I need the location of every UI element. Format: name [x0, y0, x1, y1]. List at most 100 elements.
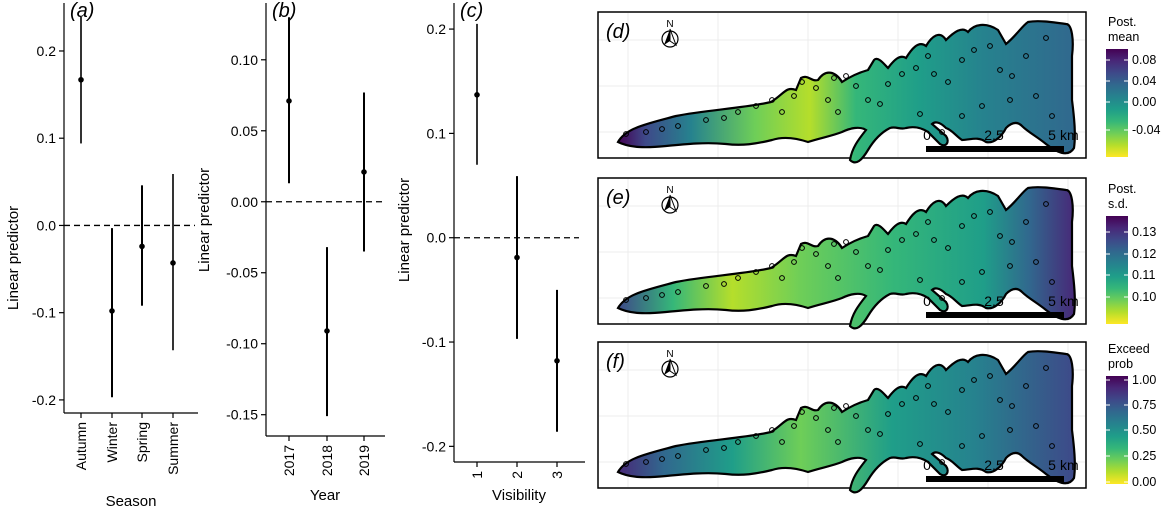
y-tick-label: 0.05 [231, 123, 258, 139]
colorbar-tick-label: 0.25 [1132, 449, 1156, 463]
y-tick-label: 0.0 [37, 217, 57, 233]
sampling-site [959, 113, 965, 119]
sampling-site [659, 126, 665, 132]
sampling-site [843, 239, 849, 245]
sampling-site [885, 81, 891, 87]
sampling-site [1033, 423, 1039, 429]
panel-b-y-label: Linear predictor [196, 168, 213, 272]
sampling-site [865, 427, 871, 433]
x-tick-label: 2017 [281, 445, 297, 476]
scalebar-label: 5 [1048, 293, 1056, 309]
sampling-site [865, 263, 871, 269]
sampling-site [1043, 201, 1049, 207]
north-arrow-icon [669, 194, 678, 213]
sampling-site [675, 453, 681, 459]
sampling-site [945, 79, 951, 85]
north-label: N [666, 185, 673, 196]
panel-d-scalebar: 0 2.5 5 km [923, 127, 1079, 152]
panel-e-sites [623, 201, 1055, 303]
legend-e-title-2: s.d. [1108, 197, 1128, 211]
scalebar-bar [926, 146, 1064, 152]
sampling-site [825, 263, 831, 269]
scalebar-label: 2.5 [984, 293, 1004, 309]
scalebar-label: 5 [1048, 457, 1056, 473]
sampling-site [779, 275, 785, 281]
x-tick-label: 2018 [319, 445, 335, 476]
sampling-site [753, 103, 759, 109]
estimate-point-2 [514, 254, 520, 261]
sampling-site [799, 245, 805, 251]
sampling-site [843, 73, 849, 79]
estimate-point-2018 [324, 328, 330, 334]
sampling-site [735, 109, 741, 115]
sampling-site [925, 53, 931, 59]
panel-e-label: (e) [606, 187, 630, 209]
y-tick-label: -0.2 [422, 438, 446, 454]
sampling-site [831, 75, 837, 81]
sampling-site [643, 129, 649, 135]
sampling-site [753, 269, 759, 275]
x-tick-label: 2 [509, 471, 525, 479]
sampling-site [791, 259, 797, 265]
colorbar-tick-label: 0.10 [1132, 290, 1156, 304]
y-tick-label: -0.10 [226, 336, 258, 352]
sampling-site [979, 269, 985, 275]
sampling-site [899, 71, 905, 77]
sampling-site [853, 83, 859, 89]
sampling-site [917, 111, 923, 117]
panel-e-map: (e) N 0 2.5 5 km [597, 177, 1087, 330]
x-tick-label: 1 [469, 471, 485, 479]
sampling-site [769, 263, 775, 269]
colorbar-tick-label: 0.12 [1132, 247, 1156, 261]
sampling-site [659, 292, 665, 298]
colorbar-tick-label: 0.08 [1132, 53, 1156, 67]
panel-a-y-label: Linear predictor [5, 206, 22, 310]
y-tick-label: 0.0 [427, 230, 447, 246]
sampling-site [1007, 427, 1013, 433]
panel-b-x-label: Year [310, 487, 340, 504]
north-label: N [666, 19, 673, 30]
sampling-site [813, 415, 819, 421]
sampling-site [877, 431, 883, 437]
legend-e-title-1: Post. [1108, 182, 1137, 196]
colorbar-tick-label: 0.00 [1132, 475, 1156, 489]
x-tick-label: 2019 [356, 445, 372, 476]
panel-c-x-label: Visibility [492, 487, 546, 504]
estimate-point-3 [554, 358, 560, 364]
sampling-site [971, 377, 977, 383]
sampling-site [813, 85, 819, 91]
legend-f: Exceed prob 1.00 0.75 0.50 0.25 0.00 [1106, 342, 1156, 489]
sampling-site [913, 65, 919, 71]
panel-a-x-ticks: Autumn Winter Spring Summer [73, 413, 181, 475]
panel-b-y-ticks: 0.10 0.05 0.00 -0.05 -0.10 -0.15 [226, 52, 266, 423]
sampling-site [735, 275, 741, 281]
sampling-site [913, 395, 919, 401]
scalebar-bar [926, 476, 1064, 482]
sampling-site [721, 281, 727, 287]
sampling-site [769, 97, 775, 103]
scalebar-bar [926, 312, 1064, 318]
sampling-site [825, 97, 831, 103]
sampling-site [843, 403, 849, 409]
sampling-site [1007, 97, 1013, 103]
sampling-site [703, 283, 709, 289]
sampling-site [997, 67, 1003, 73]
y-tick-label: 0.1 [37, 130, 57, 146]
sampling-site [925, 383, 931, 389]
panel-f-scalebar: 0 2.5 5 km [923, 457, 1079, 482]
sampling-site [825, 427, 831, 433]
sampling-site [987, 209, 993, 215]
y-tick-label: 0.1 [427, 125, 447, 141]
sampling-site [853, 249, 859, 255]
y-tick-label: -0.1 [422, 334, 446, 350]
colorbar-tick-label: 0.50 [1132, 423, 1156, 437]
sampling-site [703, 447, 709, 453]
map-panels: (d) N 0 2.5 5 km (e) N 0 2.5 5 km (f) N 0 2.5 5 k [597, 11, 1087, 494]
colorbar-tick-label: 0.00 [1132, 95, 1156, 109]
sampling-site [1049, 443, 1055, 449]
panel-c-y-label: Linear predictor [396, 178, 413, 282]
panel-a-y-ticks: 0.2 0.1 0.0 -0.1 -0.2 [32, 43, 64, 408]
sampling-site [979, 103, 985, 109]
